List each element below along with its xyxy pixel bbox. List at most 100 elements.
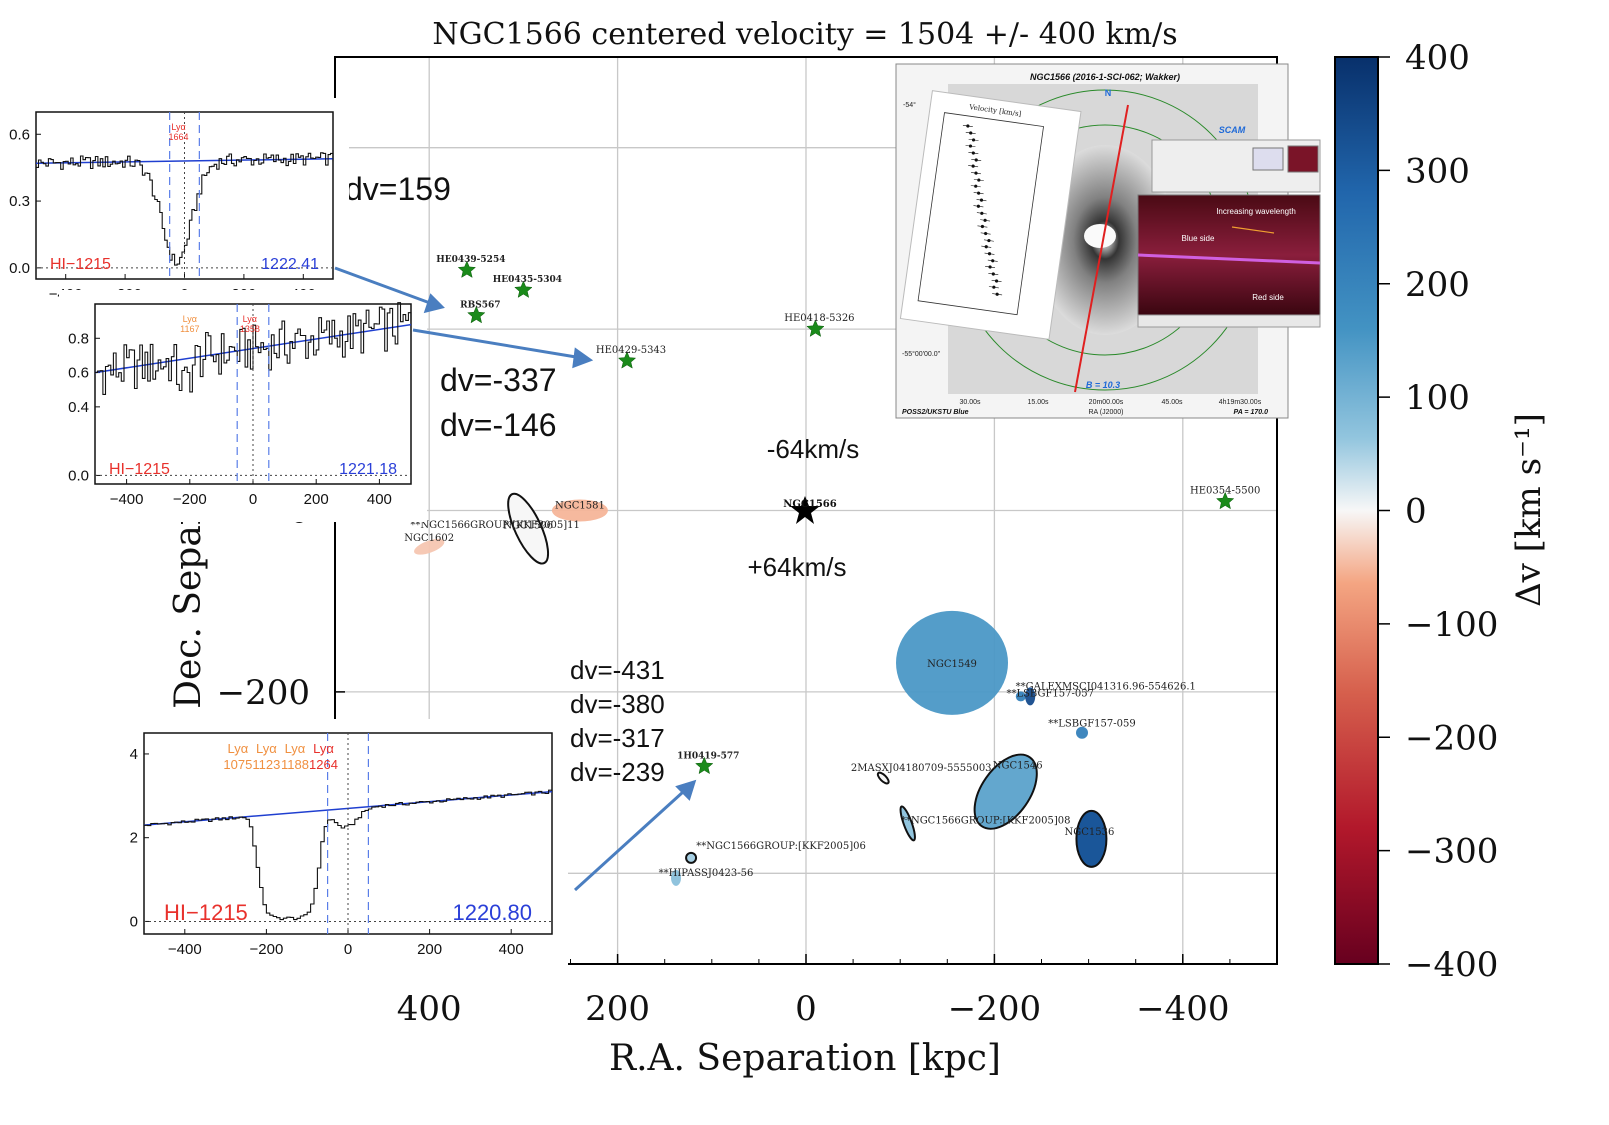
- inset-ion-label: HI−1215: [109, 461, 170, 478]
- rotation-curve-errorbar: [970, 172, 981, 175]
- galaxy-marker: [896, 610, 1009, 715]
- dv-middle-1: dv=-337: [440, 362, 557, 398]
- inset-line-value: 1264: [309, 757, 338, 772]
- compass-north: N: [1105, 88, 1112, 98]
- rotation-curve-inset: Velocity [km/s]: [899, 90, 1082, 340]
- inset-y-tick-label: 4: [130, 746, 138, 763]
- ra-tick-3: 20m00.00s: [1089, 399, 1124, 406]
- rotation-curve-points: [962, 124, 1003, 296]
- galaxy-marker: [414, 538, 445, 555]
- inset-x-tick-label: 400: [499, 941, 524, 958]
- colorbar: 400 300 200 100 0 −100 −200 −300 −400 Δv [km s⁻¹…: [1334, 38, 1549, 985]
- galaxy-marker: [1076, 726, 1089, 739]
- galaxy-label: **GALEXMSCJ041316.96-554626.1: [1016, 681, 1196, 692]
- center-galaxy: NGC1566 -64km/s +64km/s: [748, 434, 860, 582]
- inset-spectrum: [144, 789, 553, 921]
- y-tick-label: −200: [217, 673, 310, 713]
- inset-y-tick-label: 0.3: [9, 193, 30, 210]
- rotation-curve-errorbar: [965, 145, 976, 148]
- spectrum-label-red: Red side: [1252, 293, 1284, 302]
- rotation-curve-errorbar: [980, 232, 991, 235]
- spectrum-inset-3: −400 −200 0 200 400420Lyα1075Lyα1123Lyα1188L…: [108, 719, 568, 972]
- chart-title: NGC1566 centered velocity = 1504 +/- 400…: [432, 17, 1177, 52]
- inset-x-tick-label: 200: [417, 941, 442, 958]
- colorbar-tick-label: −300: [1405, 832, 1498, 872]
- spectrum-insets: −400−20002004000.60.30.0Lyα1664HI−121512…: [0, 98, 568, 972]
- inset-line-label: Lyα: [227, 741, 248, 756]
- rotation-curve-errorbar: [973, 192, 984, 195]
- rotation-curve-errorbar: [968, 138, 979, 141]
- galaxy-label: **NGC1566GROUP:[KKF2005]11: [410, 520, 580, 531]
- inset-ion-label: HI−1215: [164, 900, 248, 925]
- pointer-arrows: [334, 266, 697, 892]
- galaxy-label: **LSBGF157-059: [1048, 719, 1136, 730]
- colorbar-ticks: 400 300 200 100 0 −100 −200 −300 −400: [1378, 38, 1498, 985]
- inset-wavelength-label: 1222.41: [261, 256, 319, 273]
- galaxy-marker: [685, 851, 698, 864]
- inset-line-value: 1075: [223, 757, 252, 772]
- arrow-3-head: [675, 779, 697, 801]
- galaxy-label: **NGC1566GROUP:[KKF2005]06: [696, 841, 866, 852]
- spectrum-panel: Increasing wavelength Blue side Red side: [1137, 139, 1321, 328]
- x-axis-label: R.A. Separation [kpc]: [609, 1038, 1001, 1079]
- x-tick-label: −400: [1136, 989, 1229, 1029]
- qso-star-icon: [695, 756, 714, 775]
- dv-top: dv=159: [345, 171, 451, 207]
- galaxy-label: NGC1596: [503, 521, 553, 532]
- rotation-curve-errorbar: [976, 212, 987, 215]
- dv-bottom-1: dv=-431: [570, 655, 665, 685]
- inset-x-tick-label: 400: [367, 491, 392, 508]
- qso-label: HE0354-5500: [1190, 485, 1260, 496]
- dv-bottom-2: dv=-380: [570, 689, 665, 719]
- qso-label: HE0418-5326: [784, 313, 854, 324]
- galaxy-label: NGC1549: [927, 659, 977, 670]
- qso-star-icon: [1215, 491, 1235, 510]
- rotation-curve-errorbar: [992, 293, 1003, 296]
- colorbar-tick-label: 200: [1405, 265, 1470, 305]
- qso-markers: HE0439-5254 HE0435-5304 RBS567 HE0429-5343 H…: [436, 255, 1260, 775]
- galaxy-marker: [973, 753, 1038, 830]
- ra-tick-4: 45.00s: [1161, 399, 1183, 406]
- qso-star-icon: [806, 319, 825, 337]
- dv-bottom-3: dv=-317: [570, 723, 665, 753]
- arrow-3: [573, 790, 685, 892]
- rotation-curve-errorbar: [980, 219, 991, 222]
- galaxy-marker: [899, 805, 916, 842]
- rotation-curve-errorbar: [985, 265, 996, 268]
- ra-tick-2: 15.00s: [1027, 399, 1049, 406]
- inset-line-label: Lyα: [243, 314, 257, 324]
- dv-bottom-4: dv=-239: [570, 757, 665, 787]
- inset-x-tick-label: 0: [344, 941, 352, 958]
- inset-y-tick-label: 0: [130, 913, 138, 930]
- survey-label: POSS2/UKSTU Blue: [902, 409, 969, 416]
- rotation-curve-errorbar: [965, 131, 976, 134]
- spectrum-label-wavelength: Increasing wavelength: [1216, 207, 1296, 216]
- galaxy-label: **NGC1566GROUP:[KKF2005]08: [901, 815, 1071, 826]
- inset-line-label: Lyα: [171, 122, 185, 132]
- rotation-curve-errorbar: [973, 179, 984, 182]
- inset-y-tick-label: 0.8: [68, 330, 89, 347]
- galaxy-marker: [876, 771, 890, 785]
- inset-line-value: 1664: [169, 132, 189, 142]
- colorbar-gradient: [1334, 56, 1379, 965]
- arrow-2-head: [572, 347, 594, 369]
- galaxy-label: NGC1536: [1065, 827, 1115, 838]
- inset-x-tick-label: −400: [168, 941, 202, 958]
- inset-x-tick-label: −200: [250, 941, 284, 958]
- galaxy-label: NGC1546: [993, 761, 1043, 772]
- y-axis-ticks: 0 −200: [217, 492, 345, 713]
- rotation-curve-errorbar: [962, 125, 973, 127]
- image-inset: NGC1566 (2016-1-SCI-062; Wakker) N SCAM …: [895, 63, 1321, 419]
- inset-line-label: Lyα: [285, 741, 306, 756]
- center-star-icon: [790, 496, 820, 524]
- inset-x-tick-label: −200: [173, 491, 207, 508]
- inset-line-value: 1123: [252, 757, 280, 772]
- rotation-curve-page: [899, 90, 1082, 340]
- spectrum-inset-2: −400 −200 0 200 4000.80.60.40.0Lyα1167Lyα135…: [59, 290, 427, 522]
- galaxy-marker: [507, 492, 550, 565]
- rotation-curve-errorbar: [970, 185, 981, 188]
- spectrum-colorstrip: [1137, 314, 1321, 328]
- pa-label: PA = 170.0: [1234, 409, 1269, 416]
- rotation-curve-errorbar: [983, 239, 994, 242]
- rotation-curve-errorbar: [968, 152, 979, 155]
